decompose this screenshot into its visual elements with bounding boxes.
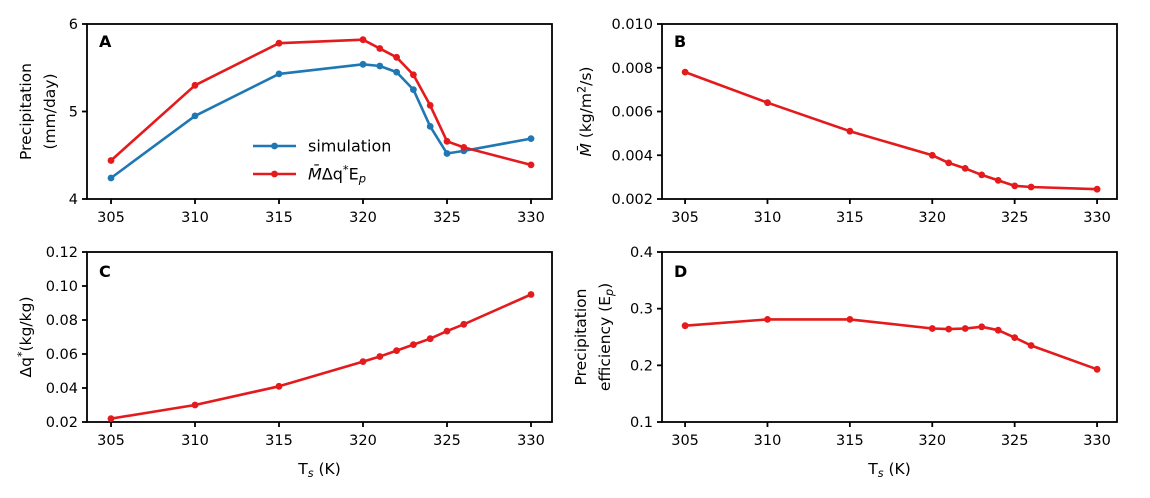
svg-text:310: 310 [181, 210, 209, 226]
svg-text:0.04: 0.04 [46, 381, 78, 397]
svg-text:D: D [674, 262, 687, 281]
svg-text:Ts (K): Ts (K) [297, 460, 341, 480]
svg-text:Precipitation: Precipitation [17, 63, 35, 160]
svg-text:315: 315 [836, 433, 864, 449]
svg-text:Precipitation: Precipitation [572, 289, 590, 386]
svg-text:325: 325 [433, 433, 461, 449]
svg-text:320: 320 [918, 210, 946, 226]
svg-text:Δq*(kg/kg): Δq*(kg/kg) [15, 297, 35, 378]
svg-text:320: 320 [349, 433, 377, 449]
svg-text:305: 305 [671, 210, 699, 226]
svg-text:315: 315 [836, 210, 864, 226]
svg-text:0.12: 0.12 [46, 245, 78, 261]
svg-text:0.06: 0.06 [46, 347, 78, 363]
svg-text:C: C [99, 262, 111, 281]
svg-text:325: 325 [433, 210, 461, 226]
svg-text:0.006: 0.006 [611, 105, 653, 121]
svg-text:305: 305 [671, 433, 699, 449]
svg-text:0.010: 0.010 [611, 17, 653, 33]
svg-text:4: 4 [69, 192, 78, 208]
svg-text:0.008: 0.008 [611, 61, 653, 77]
svg-text:315: 315 [265, 433, 293, 449]
panel-C: 305 310 315 320 325 330 0.02 0.04 0.06 0.08 0.10 0.… [15, 245, 553, 480]
svg-text:315: 315 [265, 210, 293, 226]
svg-text:M̄ (kg/m2/s): M̄ (kg/m2/s) [575, 67, 595, 157]
svg-text:305: 305 [97, 433, 125, 449]
svg-text:0.02: 0.02 [46, 415, 78, 431]
svg-text:330: 330 [517, 210, 545, 226]
svg-text:310: 310 [181, 433, 209, 449]
svg-text:0.10: 0.10 [46, 279, 78, 295]
svg-text:M̄Δq*Ep: M̄Δq*Ep [308, 163, 366, 186]
svg-text:320: 320 [918, 433, 946, 449]
svg-text:efficiency (Ep): efficiency (Ep) [596, 283, 616, 391]
svg-text:0.1: 0.1 [630, 415, 653, 431]
panel-B: 305 310 315 320 325 330 0.002 0.004 0.006 0.008 0.… [575, 17, 1118, 226]
svg-text:310: 310 [754, 210, 782, 226]
svg-text:310: 310 [754, 433, 782, 449]
panel-D: 305 310 315 320 325 330 0.1 0.2 0.3 0.4 D Precipita… [572, 245, 1118, 480]
svg-text:(mm/day): (mm/day) [41, 73, 59, 149]
svg-text:Ts (K): Ts (K) [867, 460, 911, 480]
svg-text:320: 320 [349, 210, 377, 226]
svg-text:330: 330 [517, 433, 545, 449]
svg-text:325: 325 [1001, 210, 1029, 226]
svg-text:330: 330 [1083, 210, 1111, 226]
svg-text:0.08: 0.08 [46, 313, 78, 329]
svg-text:305: 305 [97, 210, 125, 226]
svg-text:6: 6 [69, 17, 78, 33]
svg-text:0.2: 0.2 [630, 358, 653, 374]
svg-text:330: 330 [1083, 433, 1111, 449]
svg-text:0.3: 0.3 [630, 302, 653, 318]
svg-text:simulation: simulation [308, 137, 391, 156]
panel-A: 305 310 315 320 325 330 4 5 6 A Precipitation (mm/d… [17, 17, 553, 226]
svg-text:A: A [99, 32, 112, 51]
svg-text:0.002: 0.002 [611, 192, 653, 208]
svg-text:B: B [674, 32, 686, 51]
svg-text:5: 5 [69, 105, 78, 121]
svg-text:0.4: 0.4 [630, 245, 653, 261]
svg-text:325: 325 [1001, 433, 1029, 449]
svg-text:0.004: 0.004 [611, 148, 653, 164]
